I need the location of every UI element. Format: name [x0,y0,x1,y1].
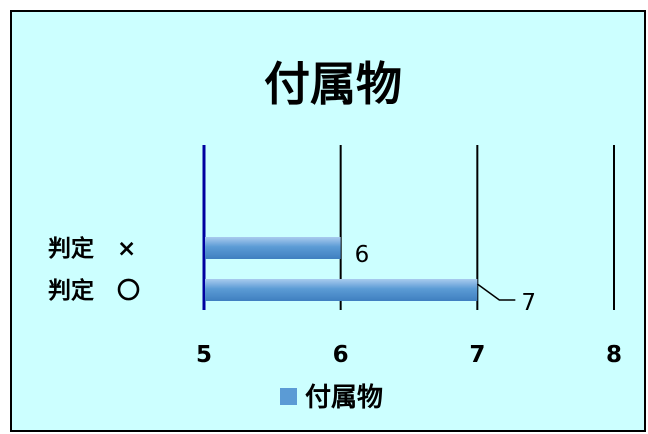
x-tick-label: 7 [469,342,485,368]
data-labels: 67 [355,242,536,316]
data-label: 7 [521,290,536,316]
legend-swatch [280,388,297,405]
legend-label: 付属物 [305,383,383,413]
category-label: 判定 〇 [48,277,140,304]
bar [205,237,341,259]
data-label: 6 [355,242,370,268]
data-label-leader [476,283,516,301]
category-labels: 判定 × 判定 〇 [48,235,140,304]
x-tick-label: 5 [196,342,212,368]
x-tick-label: 6 [333,342,349,368]
bar [205,279,478,301]
bars [205,237,478,301]
category-label: 判定 × [48,235,136,262]
chart-title: 付属物 [264,57,402,111]
legend: 付属物 [280,383,383,413]
chart-area [10,10,646,432]
x-tick-label: 8 [606,342,622,368]
x-tick-labels: 5 6 7 8 [196,342,622,368]
